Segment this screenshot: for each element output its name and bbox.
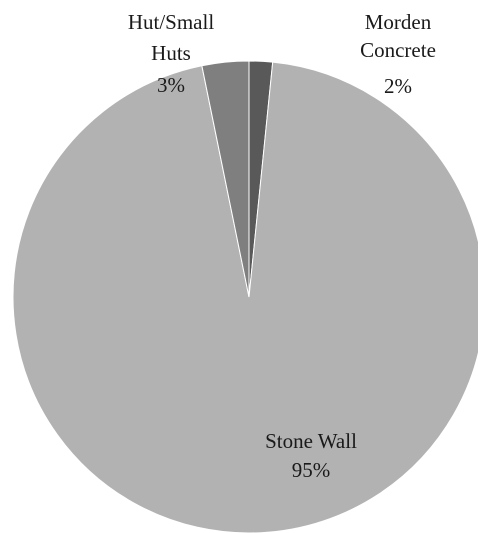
percent-label: 3% [157, 73, 185, 97]
pie-slice-hut-small-huts [201, 60, 250, 298]
svg-text:Huts: Huts [151, 41, 191, 65]
data-label-morden-concrete: Morden Concrete 2% [360, 10, 436, 98]
svg-text:2%: 2% [384, 74, 412, 98]
label-line: Huts [151, 41, 191, 65]
label-line: Morden [365, 10, 432, 34]
label-line: Concrete [360, 38, 436, 62]
svg-text:Stone Wall: Stone Wall [265, 429, 357, 453]
label-line: Stone Wall [265, 429, 357, 453]
data-label-stone-wall: Stone Wall 95% [265, 429, 357, 482]
pie-slices [12, 60, 478, 533]
svg-text:Morden: Morden [365, 10, 432, 34]
label-line: Hut/Small [128, 10, 215, 34]
percent-label: 2% [384, 74, 412, 98]
percent-label: 95% [292, 458, 331, 482]
svg-text:Hut/Small: Hut/Small [128, 10, 215, 34]
svg-text:3%: 3% [157, 73, 185, 97]
svg-text:Concrete: Concrete [360, 38, 436, 62]
data-label-hut-small-huts: Hut/Small Huts 3% [128, 10, 215, 97]
svg-text:95%: 95% [292, 458, 331, 482]
